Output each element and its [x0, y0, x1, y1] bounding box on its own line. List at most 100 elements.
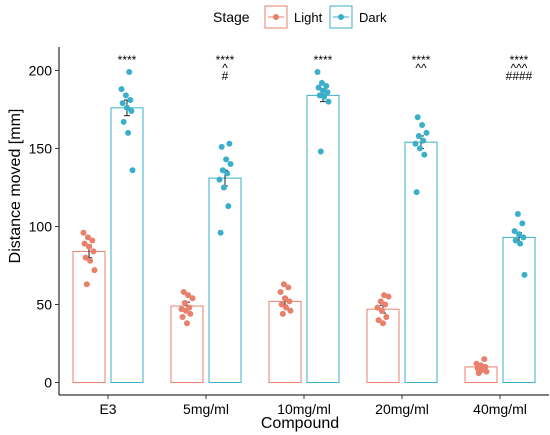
- data-point-dark: [412, 140, 419, 147]
- data-point-dark: [323, 83, 330, 90]
- data-point-light: [81, 240, 88, 247]
- data-point-light: [483, 368, 490, 375]
- data-point-dark: [321, 93, 328, 100]
- data-point-dark: [423, 129, 430, 136]
- data-point-dark: [125, 129, 132, 136]
- data-point-dark: [324, 89, 331, 96]
- x-axis-title: Compound: [261, 415, 339, 432]
- data-point-dark: [517, 240, 524, 247]
- data-point-light: [91, 267, 98, 274]
- data-point-dark: [520, 234, 527, 241]
- data-point-dark: [416, 145, 423, 152]
- data-point-light: [89, 237, 96, 244]
- bar-dark: [208, 177, 242, 384]
- data-point-dark: [414, 114, 421, 121]
- y-tick-label: 150: [29, 140, 53, 156]
- bar-dark: [110, 107, 144, 384]
- data-point-dark: [118, 86, 125, 93]
- data-point-light: [187, 310, 194, 317]
- legend-label-dark: Dark: [359, 10, 387, 25]
- data-point-light: [378, 307, 385, 314]
- legend-key-light-dot: [273, 14, 279, 20]
- legend-title: Stage: [213, 9, 250, 25]
- significance-label: ****: [314, 53, 333, 67]
- data-point-light: [285, 284, 292, 291]
- data-point-light: [283, 304, 290, 311]
- data-point-light: [286, 298, 293, 305]
- data-point-dark: [314, 68, 321, 75]
- legend-label-light: Light: [294, 10, 323, 25]
- data-point-dark: [129, 167, 136, 174]
- data-point-dark: [119, 100, 126, 107]
- bar-light: [170, 305, 204, 384]
- data-point-dark: [122, 92, 129, 99]
- significance-label: ****: [216, 53, 235, 67]
- data-point-dark: [420, 137, 427, 144]
- significance-label: ****: [412, 53, 431, 67]
- data-point-light: [83, 281, 90, 288]
- significance-label: ####: [506, 69, 533, 83]
- data-point-dark: [413, 189, 420, 196]
- x-tick-label: 20mg/ml: [375, 401, 429, 417]
- significance-label: ^: [222, 61, 228, 75]
- data-point-light: [375, 317, 382, 324]
- data-point-light: [280, 281, 287, 288]
- data-point-light: [182, 307, 189, 314]
- data-point-dark: [220, 184, 227, 191]
- data-point-dark: [318, 79, 325, 86]
- significance-label: #: [222, 69, 229, 83]
- data-point-dark: [514, 210, 521, 217]
- significance-label: ****: [118, 53, 137, 67]
- data-point-light: [189, 295, 196, 302]
- data-point-dark: [227, 161, 234, 168]
- y-tick-label: 100: [29, 218, 53, 234]
- data-point-light: [380, 320, 386, 327]
- data-point-dark: [415, 132, 422, 139]
- data-point-dark: [516, 231, 522, 238]
- data-point-light: [383, 313, 390, 320]
- data-point-dark: [128, 107, 135, 114]
- significance-label: ^^^: [511, 61, 528, 75]
- data-point-light: [179, 313, 186, 320]
- data-point-light: [385, 293, 392, 300]
- data-point-light: [481, 356, 488, 363]
- data-point-dark: [521, 271, 528, 278]
- significance-label: ^^: [415, 61, 427, 75]
- data-point-light: [377, 298, 384, 305]
- x-tick-label: 5mg/ml: [183, 401, 229, 417]
- plot-area: 0 50 100 150 200 E3 5mg/ml 10mg/ml 20mg/ml 40mg/m…: [29, 47, 549, 417]
- data-point-dark: [216, 176, 223, 183]
- data-point-dark: [218, 143, 225, 150]
- data-point-dark: [120, 118, 127, 125]
- bar-dark: [306, 94, 340, 384]
- data-point-dark: [224, 170, 231, 177]
- data-point-dark: [225, 203, 232, 210]
- data-point-dark: [519, 220, 526, 227]
- data-point-light: [278, 301, 285, 308]
- data-point-dark: [317, 148, 324, 155]
- data-point-light: [87, 257, 94, 264]
- x-tick-label: 10mg/ml: [277, 401, 331, 417]
- data-point-light: [279, 310, 286, 317]
- data-point-dark: [419, 122, 426, 129]
- legend-key-dark-dot: [338, 14, 344, 20]
- data-point-dark: [223, 156, 230, 163]
- data-point-dark: [219, 167, 226, 174]
- data-point-dark: [325, 98, 332, 105]
- data-point-light: [185, 292, 192, 299]
- y-tick-label: 200: [29, 62, 53, 78]
- data-point-light: [82, 254, 89, 261]
- x-tick-label: E3: [99, 401, 116, 417]
- data-point-dark: [126, 68, 133, 75]
- data-point-light: [287, 307, 294, 314]
- data-point-light: [180, 289, 187, 296]
- data-point-dark: [421, 151, 428, 158]
- data-point-light: [382, 301, 389, 308]
- data-point-light: [84, 234, 91, 241]
- bar-light: [72, 250, 106, 384]
- data-point-dark: [127, 97, 134, 104]
- data-point-light: [277, 289, 284, 296]
- bar-light: [366, 308, 400, 384]
- data-point-dark: [226, 140, 233, 147]
